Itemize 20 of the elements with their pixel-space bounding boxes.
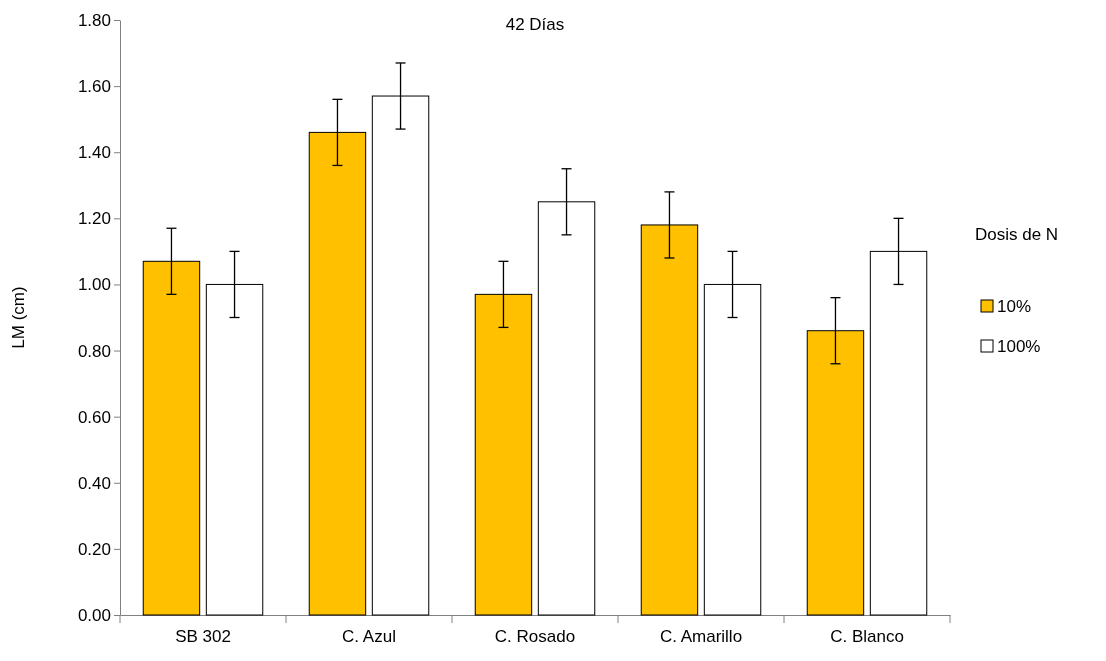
y-tick-label: 0.00 <box>77 605 111 625</box>
y-axis-title: LM (cm) <box>9 286 28 349</box>
chart-title: 42 Días <box>505 15 565 34</box>
x-tick-label: C. Azul <box>342 626 396 646</box>
legend-title: Dosis de N <box>975 225 1059 244</box>
y-tick-label: 0.60 <box>77 407 111 427</box>
legend-label: 100% <box>997 337 1041 356</box>
y-tick-label: 1.20 <box>77 209 111 229</box>
legend-label: 10% <box>997 297 1032 316</box>
y-tick-label: 0.20 <box>77 539 111 559</box>
x-tick-label: C. Amarillo <box>659 626 743 646</box>
y-tick-label: 1.40 <box>77 143 111 163</box>
y-tick-label: 0.80 <box>77 341 111 361</box>
y-tick-label: 1.60 <box>77 77 111 97</box>
y-tick-label: 1.00 <box>77 275 111 295</box>
y-tick-label: 1.80 <box>77 10 111 30</box>
x-tick-label: C. Blanco <box>830 626 904 646</box>
x-tick-label: SB 302 <box>175 626 231 646</box>
x-tick-label: C. Rosado <box>494 626 576 646</box>
y-tick-label: 0.40 <box>77 473 111 493</box>
